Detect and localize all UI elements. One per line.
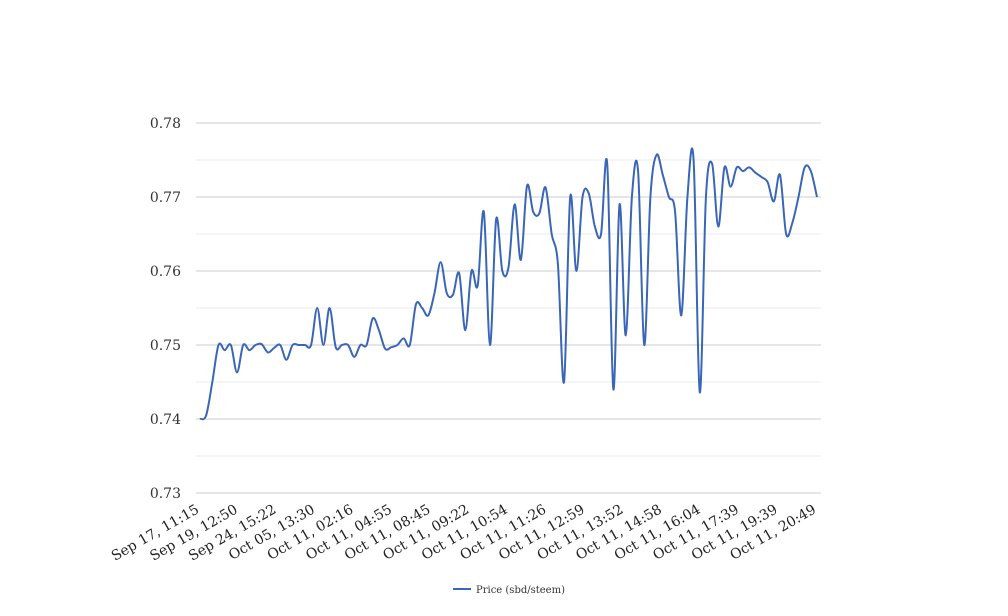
series-layer [199, 147, 818, 421]
legend: Price (sbd/steem) [453, 585, 565, 596]
y-tick-label: 0.76 [150, 264, 181, 280]
y-tick-label: 0.75 [150, 338, 181, 354]
gridlines [196, 122, 821, 494]
legend-label: Price (sbd/steem) [476, 585, 565, 596]
y-tick-label: 0.77 [150, 190, 181, 206]
y-axis-tick-labels: 0.73 0.74 0.75 0.76 0.77 0.78 [150, 116, 181, 502]
y-tick-label: 0.78 [150, 116, 181, 132]
y-tick-label: 0.74 [150, 412, 181, 428]
y-tick-label: 0.73 [150, 486, 181, 502]
series-line [199, 147, 818, 421]
